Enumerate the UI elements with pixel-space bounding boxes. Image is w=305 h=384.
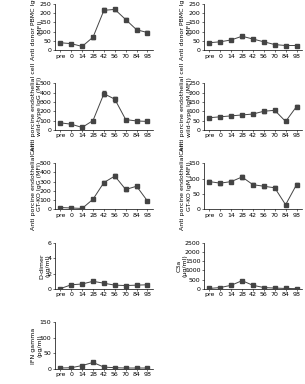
Y-axis label: C3a
(μg/ml): C3a (μg/ml) [176, 255, 188, 277]
Y-axis label: Anti porcine endothelial cell
wild-type IgG (MFI): Anti porcine endothelial cell wild-type … [31, 63, 42, 151]
Y-axis label: IFN gamma
(pg/ml): IFN gamma (pg/ml) [31, 328, 43, 364]
Y-axis label: Anti donor PBMC IgM
(MFI): Anti donor PBMC IgM (MFI) [180, 0, 192, 60]
Y-axis label: D-dimer
(μg/ml): D-dimer (μg/ml) [39, 253, 50, 279]
Y-axis label: Anti donor PBMC IgG
(MFI): Anti donor PBMC IgG (MFI) [31, 0, 42, 60]
Y-axis label: Anti porcine endothelial cell
wild-type IgM (MFI): Anti porcine endothelial cell wild-type … [180, 63, 192, 151]
Y-axis label: Anti porcine endothelialCell
GT-KO IgG (MFI): Anti porcine endothelialCell GT-KO IgG (… [31, 143, 42, 230]
Y-axis label: Anti porcine endothelialCell
GT-KO IgM (MFI): Anti porcine endothelialCell GT-KO IgM (… [181, 143, 192, 230]
